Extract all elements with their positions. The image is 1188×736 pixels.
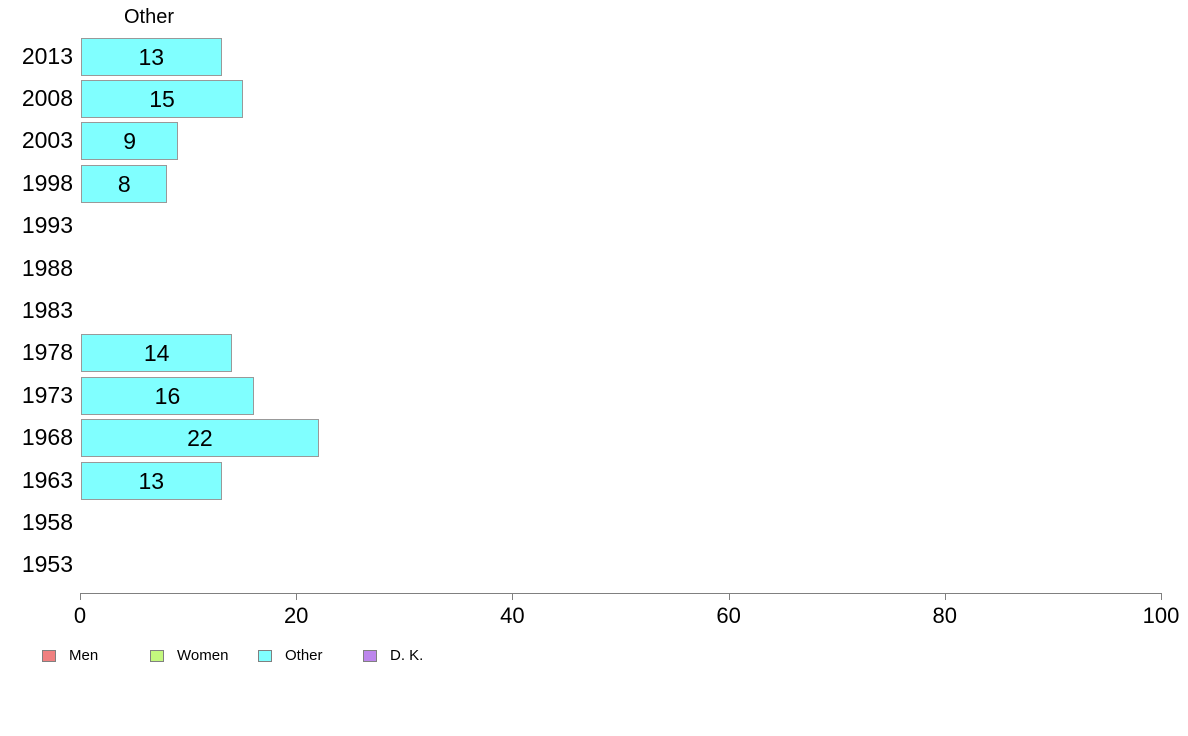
legend-swatch-icon [150,649,164,662]
bar: 8 [81,164,168,203]
bar-value-label: 9 [123,128,137,155]
bar-value-label: 13 [138,467,165,494]
bar: 13 [81,37,222,76]
x-axis-tick [512,593,514,600]
legend-item-men: Men [42,647,98,664]
category-label: 2008 [21,84,73,111]
legend-label: Women [177,647,229,664]
x-axis-tick [80,593,81,600]
bar: 9 [81,122,179,161]
chart-title: Other [123,6,175,28]
bar-value-label: 22 [187,425,213,452]
bar: 15 [81,79,244,118]
legend-item-other: Other [258,647,323,664]
x-axis-tick-label: 100 [1142,603,1180,628]
category-label: 1958 [21,508,73,535]
category-label: 1998 [21,169,73,196]
x-axis-tick [296,593,298,600]
x-axis-line [80,593,1161,594]
category-label: 2013 [21,42,73,69]
legend-item-women: Women [150,647,228,664]
bar-value-label: 16 [154,382,181,409]
x-axis-tick-label: 20 [283,603,309,628]
category-label: 1993 [21,212,73,239]
x-axis-tick [944,593,946,600]
bar-value-label: 14 [143,340,170,367]
category-label: 1988 [21,254,73,281]
bar-value-label: 8 [117,170,131,197]
legend-item-d-k: D. K. [363,647,423,664]
bar-value-label: 13 [138,43,165,70]
bar: 22 [81,419,319,458]
legend-label: Other [285,647,323,664]
bar: 14 [81,334,233,373]
x-axis-tick [1161,593,1162,600]
x-axis-tick [728,593,730,600]
legend-label: D. K. [390,647,424,664]
legend-swatch-icon [258,649,272,662]
legend-swatch-icon [42,649,56,662]
x-axis-tick-label: 60 [716,603,741,628]
category-label: 1953 [21,551,73,578]
bar-value-label: 15 [149,85,175,112]
category-label: 1978 [21,339,73,366]
category-label: 1963 [21,466,73,493]
legend-label: Men [69,647,99,664]
x-axis-tick-label: 80 [932,603,958,628]
category-label: 1968 [21,424,73,451]
category-label: 1973 [21,381,73,408]
x-axis-tick-label: 0 [73,603,87,628]
bar: 13 [81,461,222,500]
bar: 16 [81,376,254,415]
category-label: 2003 [21,127,73,154]
x-axis-tick-label: 40 [500,603,525,628]
legend-swatch-icon [363,649,377,662]
category-label: 1983 [21,296,73,323]
